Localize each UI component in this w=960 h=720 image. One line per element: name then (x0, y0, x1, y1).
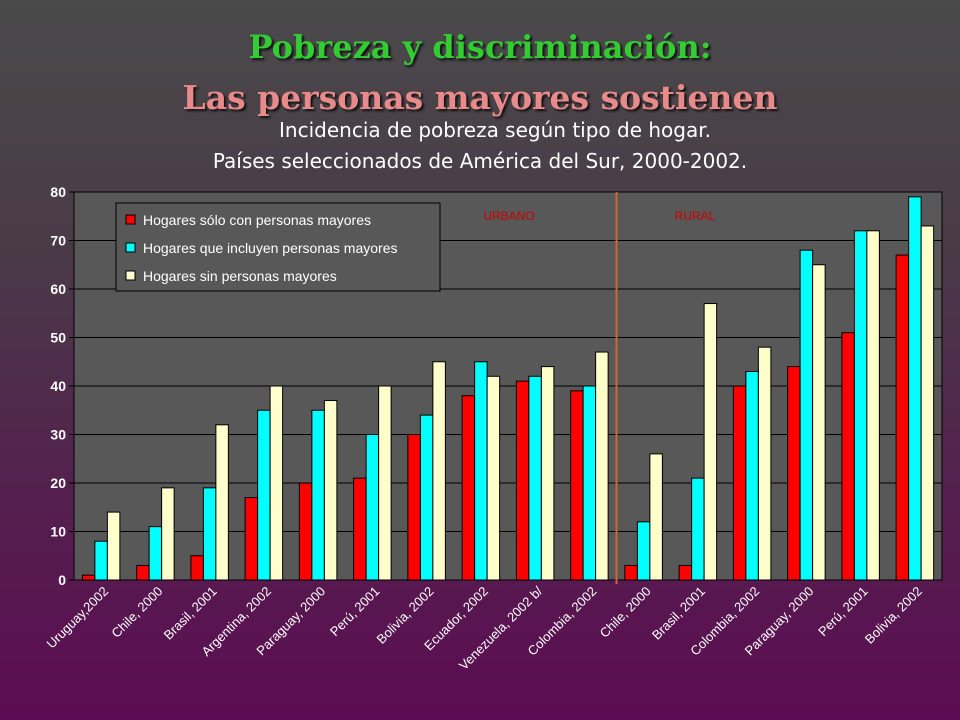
bar (136, 564, 150, 581)
y-tick-label: 70 (50, 233, 66, 249)
bar (148, 526, 163, 581)
bar (311, 409, 325, 581)
bar (244, 497, 259, 581)
bar (215, 424, 229, 581)
x-tick-label: Chile, 2000 (108, 584, 165, 641)
bar (528, 375, 542, 581)
legend-label: Hogares que incluyen personas mayores (143, 240, 397, 256)
bar (298, 482, 313, 581)
x-tick-label: Chile, 2000 (597, 584, 654, 641)
slide-subtitle: Las personas mayores sostienen (182, 78, 778, 117)
bar (787, 366, 801, 581)
y-tick-label: 0 (58, 572, 66, 588)
bar (353, 477, 367, 581)
bar (257, 409, 271, 581)
bar (799, 249, 814, 581)
bar (649, 453, 663, 581)
bar (595, 351, 609, 581)
bar (540, 366, 555, 581)
bar (161, 487, 175, 581)
legend-label: Hogares sin personas mayores (143, 268, 337, 284)
bar (378, 385, 392, 581)
bar (745, 370, 759, 581)
y-tick-label: 10 (50, 524, 66, 540)
bar (908, 196, 922, 581)
bar (269, 385, 284, 581)
bar (757, 346, 772, 581)
bar (94, 540, 108, 581)
bar (81, 574, 96, 581)
chart-title: Incidencia de pobreza según tipo de hoga… (279, 118, 711, 142)
bar (365, 434, 380, 581)
bar (853, 230, 868, 581)
bar (703, 303, 718, 581)
y-tick-label: 40 (50, 378, 66, 394)
bar (866, 230, 880, 581)
bar (920, 225, 935, 581)
bar (202, 487, 217, 581)
bar (636, 521, 651, 581)
bar (432, 361, 446, 581)
x-tick-label: Perú, 2001 (327, 584, 383, 640)
bar (474, 361, 488, 581)
legend-swatch (125, 214, 136, 225)
x-tick-label: Brasil, 2001 (161, 584, 220, 643)
x-tick-label: Perú, 2001 (815, 584, 871, 640)
slide-title: Pobreza y discriminación: (248, 28, 712, 66)
bar (419, 414, 434, 581)
y-tick-label: 30 (50, 427, 66, 443)
y-tick-label: 50 (50, 330, 66, 346)
bar (624, 564, 638, 581)
bar (570, 390, 584, 581)
bar (461, 395, 476, 581)
bar (515, 380, 530, 581)
group-label-urbano: URBANO (483, 209, 534, 223)
y-tick-label: 60 (50, 281, 66, 297)
bar (582, 385, 597, 581)
bar (106, 511, 121, 581)
x-tick-label: Uruguay,2002 (44, 584, 112, 652)
bar (407, 434, 421, 581)
bar (812, 264, 826, 581)
x-tick-label: Bolivia, 2002 (862, 584, 925, 647)
bar (732, 385, 747, 581)
legend-swatch (125, 270, 136, 281)
chart-subtitle: Países seleccionados de América del Sur,… (212, 149, 748, 173)
y-tick-label: 80 (50, 184, 66, 200)
bar (895, 254, 910, 581)
legend-label: Hogares sólo con personas mayores (143, 212, 371, 228)
legend-swatch (125, 242, 136, 253)
bar (486, 375, 501, 581)
y-tick-label: 20 (50, 475, 66, 491)
legend-box (115, 202, 441, 292)
bar (190, 555, 204, 581)
bar (691, 477, 705, 581)
bar (323, 400, 338, 581)
bar (678, 564, 693, 581)
x-tick-label: Brasil, 2001 (649, 584, 708, 643)
group-label-rural: RURAL (675, 209, 716, 223)
bar (841, 332, 855, 581)
